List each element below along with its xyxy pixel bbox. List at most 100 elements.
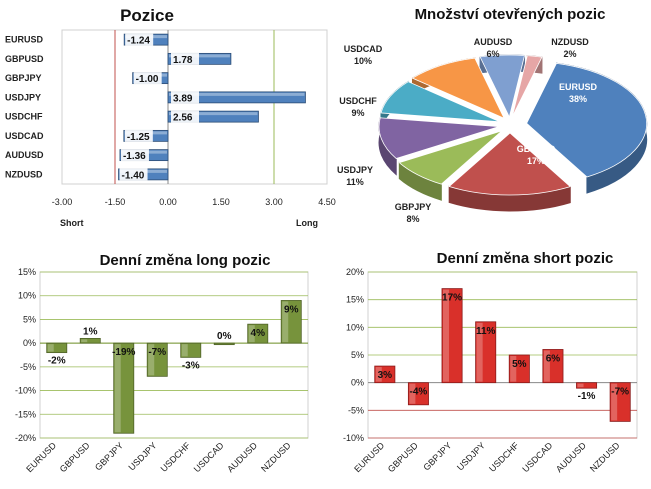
slice-percent: 10% xyxy=(354,56,372,66)
pie-slice xyxy=(411,57,505,120)
category-label: NZDUSD xyxy=(259,440,293,474)
bar xyxy=(407,382,429,406)
x-tick-label: 1.50 xyxy=(212,197,230,207)
y-tick-label: 15% xyxy=(18,267,36,277)
value-label: 9% xyxy=(284,304,299,315)
value-label: 3.89 xyxy=(173,93,193,104)
value-label: -1.40 xyxy=(122,170,145,181)
slice-name: USDCHF xyxy=(339,96,377,106)
value-label-bg xyxy=(119,168,148,181)
slice-percent: 9% xyxy=(351,108,364,118)
y-tick-label: 20% xyxy=(346,267,364,277)
bar xyxy=(167,91,306,104)
bar-highlight xyxy=(248,325,255,343)
value-label-bg xyxy=(124,129,153,142)
bar xyxy=(79,337,101,344)
slice-name: EURUSD xyxy=(559,82,598,92)
x-tick-label: 0.00 xyxy=(159,197,177,207)
y-tick-label: 10% xyxy=(18,291,36,301)
slice-percent: 11% xyxy=(346,177,364,187)
category-label: AUDUSD xyxy=(5,150,44,160)
slice-percent: 38% xyxy=(569,94,587,104)
bar-highlight xyxy=(282,301,289,343)
value-label: 0% xyxy=(217,331,232,342)
long-change-chart: Denní změna long pozic 15% 10% 5% 0% -5% -10%… xyxy=(15,252,309,474)
bar xyxy=(441,288,463,384)
y-tick-label: 5% xyxy=(351,350,364,360)
value-label: 11% xyxy=(476,326,496,337)
y-tick-label: -10% xyxy=(15,386,36,396)
x-tick-label: 4.50 xyxy=(318,197,336,207)
value-label-bg xyxy=(171,110,199,123)
bar-highlight xyxy=(442,289,450,382)
bar xyxy=(167,110,259,123)
bar-highlight xyxy=(81,339,88,343)
bar xyxy=(180,342,202,358)
chart-title: Denní změna long pozic xyxy=(100,252,271,269)
category-label: GBPJPY xyxy=(421,440,453,472)
y-tick-label: -20% xyxy=(15,433,36,443)
value-label: -1% xyxy=(578,391,596,402)
slice-name: GBPJPY xyxy=(395,202,432,212)
value-label: -2% xyxy=(48,356,66,367)
value-label-bg xyxy=(171,91,199,104)
value-label: 5% xyxy=(512,359,527,370)
slice-percent: 6% xyxy=(486,49,499,59)
bar-highlight xyxy=(543,350,550,382)
category-label: GBPUSD xyxy=(386,440,420,474)
y-tick-label: -5% xyxy=(348,405,364,415)
y-tick-label: 15% xyxy=(346,295,364,305)
bar xyxy=(167,52,232,65)
chart-title: Množství otevřených pozic xyxy=(415,6,606,23)
category-label: EURUSD xyxy=(5,35,44,45)
value-label: -7% xyxy=(148,347,166,358)
bar-highlight xyxy=(476,322,483,382)
slice-name: NZDUSD xyxy=(551,37,589,47)
bar xyxy=(247,323,269,344)
value-label-bg xyxy=(133,72,162,85)
bar-highlight xyxy=(611,383,618,421)
value-label-bg xyxy=(171,52,199,65)
category-label: USDCAD xyxy=(5,131,44,141)
x-tick-label: 3.00 xyxy=(265,197,283,207)
long-label: Long xyxy=(296,218,318,228)
pie-slice xyxy=(378,117,500,160)
bar xyxy=(508,354,530,384)
bar-highlight xyxy=(114,344,121,433)
slice-name: USDJPY xyxy=(337,165,373,175)
bar-highlight xyxy=(375,367,382,382)
category-label: EURUSD xyxy=(352,440,386,474)
value-label-bg xyxy=(120,149,149,162)
bar xyxy=(46,342,68,354)
slice-name: GBPUSD xyxy=(517,144,556,154)
pie-slice xyxy=(398,130,503,185)
category-label: NZDUSD xyxy=(5,169,43,179)
y-tick-label: 0% xyxy=(23,338,36,348)
category-label: USDCAD xyxy=(192,440,226,474)
category-label: USDJPY xyxy=(5,92,41,102)
slice-name: USDCAD xyxy=(344,44,383,54)
category-label: AUDUSD xyxy=(554,440,588,474)
category-label: EURUSD xyxy=(24,440,58,474)
value-label: 3% xyxy=(378,370,393,381)
positions-chart: Pozice Short Long -3.00 -1.50 0.00 1.50 3.00… xyxy=(5,6,336,228)
value-label-bg xyxy=(125,33,154,46)
bar xyxy=(146,342,168,377)
slice-percent: 17% xyxy=(527,156,545,166)
bar xyxy=(609,382,631,422)
short-change-chart: Denní změna short pozic 20% 15% 10% 5% 0% -5%… xyxy=(343,250,638,474)
value-label: -1.24 xyxy=(127,36,150,47)
value-label: 1.78 xyxy=(173,55,193,66)
category-label: USDCHF xyxy=(159,440,193,474)
y-tick-label: 10% xyxy=(346,322,364,332)
bar xyxy=(280,300,302,344)
category-label: GBPJPY xyxy=(93,440,125,472)
value-label: -4% xyxy=(410,387,428,398)
y-tick-label: 5% xyxy=(23,314,36,324)
y-tick-label: 0% xyxy=(351,378,364,388)
value-label: 6% xyxy=(546,353,561,364)
category-label: USDCAD xyxy=(520,440,554,474)
category-label: AUDUSD xyxy=(225,440,259,474)
value-label: -3% xyxy=(182,360,200,371)
bar-highlight xyxy=(181,344,188,357)
